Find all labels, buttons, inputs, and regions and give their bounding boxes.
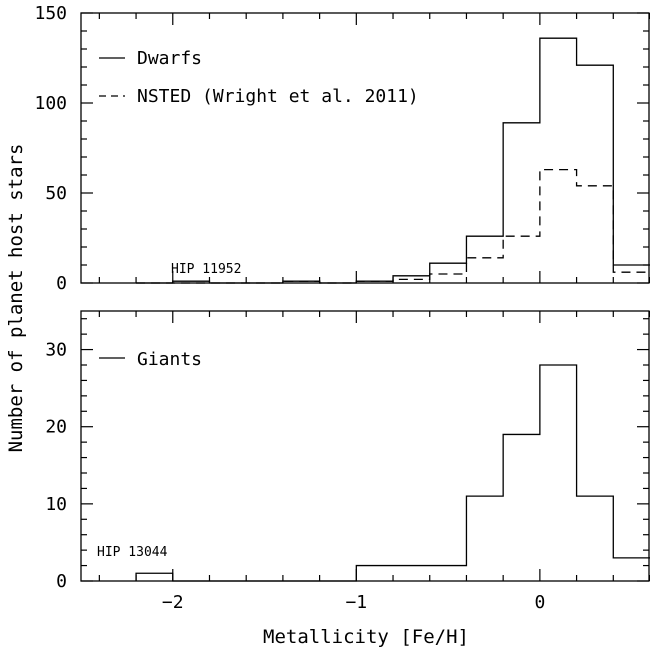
dwarfs-panel: 0 50 100 150 Dwarfs NSTED (Wright et al. 20… <box>34 3 650 294</box>
y-axis-title: Number of planet host stars <box>5 144 27 453</box>
bottom-panel-histograms <box>135 364 650 582</box>
bottom-panel-frame <box>80 310 650 582</box>
histogram-series-nsted-wright-et-al-2011 <box>136 168 650 284</box>
y-tick-label: 0 <box>56 273 67 294</box>
x-tick-label: −1 <box>345 592 367 613</box>
y-tick-label: 10 <box>45 494 67 515</box>
y-tick-label: 0 <box>56 571 67 592</box>
annotation-hip-13044: HIP 13044 <box>97 545 168 560</box>
giants-panel: 0 10 20 30 −2 −1 0 Giants HIP 13044 <box>45 310 650 613</box>
histogram-series-giants <box>135 364 650 582</box>
top-panel-frame <box>80 12 650 284</box>
top-panel-legend: Dwarfs NSTED (Wright et al. 2011) <box>99 48 419 107</box>
legend-dwarfs-label: Dwarfs <box>137 48 202 69</box>
y-tick-label: 150 <box>34 3 67 24</box>
y-tick-label: 30 <box>45 340 67 361</box>
y-tick-label: 100 <box>34 93 67 114</box>
y-tick-label: 50 <box>45 183 67 204</box>
x-tick-label: 0 <box>534 592 545 613</box>
top-panel-ticks: 0 50 100 150 <box>34 3 650 294</box>
x-tick-label: −2 <box>162 592 184 613</box>
legend-giants-label: Giants <box>137 349 202 370</box>
annotation-hip-11952: HIP 11952 <box>171 262 241 277</box>
x-axis-title: Metallicity [Fe/H] <box>263 626 469 648</box>
top-panel-histograms <box>136 37 650 284</box>
legend-nsted-label: NSTED (Wright et al. 2011) <box>137 86 419 107</box>
bottom-panel-ticks: 0 10 20 30 −2 −1 0 <box>45 311 650 613</box>
y-tick-label: 20 <box>45 417 67 438</box>
histogram-series-dwarfs <box>136 37 650 284</box>
bottom-panel-legend: Giants <box>99 349 202 370</box>
